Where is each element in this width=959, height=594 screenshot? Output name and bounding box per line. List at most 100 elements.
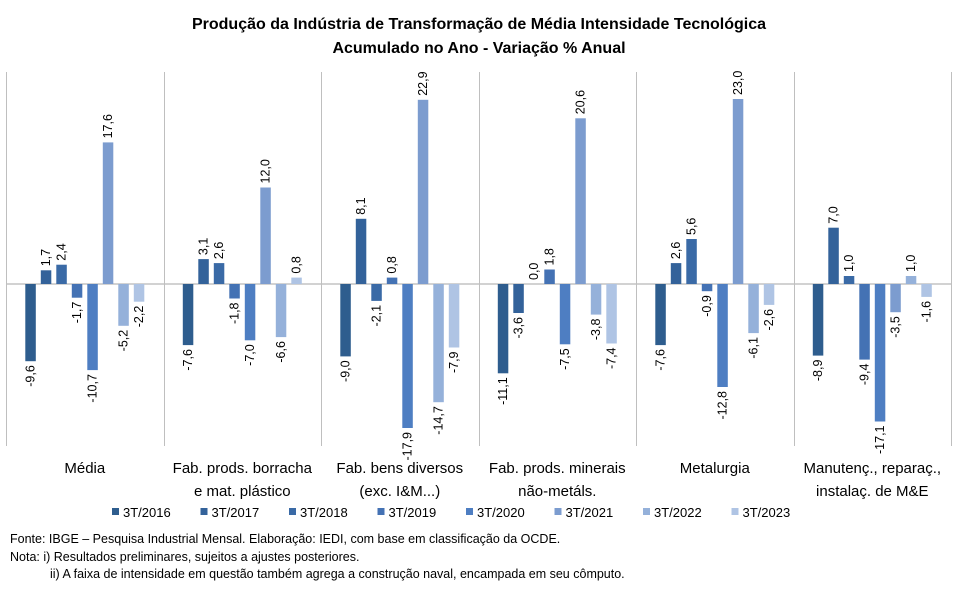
category-label: Manutenç., reparaç., [804, 460, 942, 477]
bar [921, 284, 932, 297]
data-label: 7,0 [827, 206, 841, 223]
bar [686, 239, 697, 284]
bar [25, 284, 36, 362]
data-label: 2,4 [55, 243, 69, 260]
note-naval: ii) A faixa de intensidade em questão ta… [50, 567, 625, 581]
data-label: 0,8 [385, 256, 399, 273]
bar [655, 284, 666, 346]
bar [497, 284, 509, 374]
data-label: 8,1 [354, 197, 368, 214]
chart: Produção da Indústria de Transformação d… [6, 16, 952, 520]
bar [71, 284, 83, 298]
category-labels: Média Fab. prods. borracha e mat. plástico… [64, 460, 941, 500]
data-label: 2,6 [212, 242, 226, 259]
legend: 3T/2016 3T/2017 3T/2018 3T/2019 3T/2020 3T/20… [112, 505, 790, 520]
data-label: -1,8 [228, 302, 242, 324]
category-label: e mat. plástico [194, 483, 291, 500]
bar [229, 284, 240, 299]
data-label: 1,8 [543, 248, 557, 265]
legend-label: 3T/2016 [123, 505, 171, 520]
data-label: -5,2 [117, 330, 131, 352]
legend-swatch [554, 508, 562, 515]
data-label: 5,6 [685, 218, 699, 235]
bar [670, 263, 682, 284]
category-label: Metalurgia [680, 460, 751, 477]
bar [701, 284, 713, 292]
data-label: 0,0 [527, 263, 541, 280]
bar [402, 284, 413, 428]
bar [213, 263, 225, 284]
data-label: -7,9 [447, 351, 461, 373]
bar [859, 284, 870, 360]
bar [355, 218, 367, 284]
legend-swatch [466, 508, 473, 515]
bar [40, 270, 52, 284]
data-label: -8,9 [811, 360, 825, 382]
data-label: -12,8 [716, 391, 730, 420]
data-label: -1,6 [920, 301, 934, 323]
data-label: -7,6 [181, 349, 195, 371]
bar [905, 276, 917, 284]
bar [102, 142, 114, 284]
data-label: 1,0 [904, 255, 918, 272]
plot-frame [6, 72, 952, 446]
data-label: -1,7 [70, 302, 84, 324]
legend-swatch [200, 508, 208, 515]
data-label: -0,9 [700, 295, 714, 317]
chart-title-line-2: Acumulado no Ano - Variação % Anual [332, 40, 625, 57]
data-label: -2,6 [762, 309, 776, 331]
data-label: -9,0 [339, 360, 353, 382]
bar [732, 99, 744, 284]
bar [275, 284, 287, 338]
legend-swatch [731, 508, 739, 515]
data-label: -7,5 [558, 348, 572, 370]
data-label: -3,5 [889, 316, 903, 338]
chart-title-line-1: Produção da Indústria de Transformação d… [192, 16, 766, 33]
bar [56, 264, 67, 284]
bar [417, 99, 429, 284]
bar [198, 259, 209, 284]
bar [606, 284, 617, 344]
bar [513, 284, 524, 313]
data-label: 23,0 [731, 71, 745, 95]
data-label: 0,8 [290, 256, 304, 273]
legend-label: 3T/2018 [300, 505, 348, 520]
bar [433, 284, 444, 403]
bar [133, 284, 145, 302]
bar [448, 284, 460, 348]
chart-title: Produção da Indústria de Transformação d… [192, 16, 766, 57]
category-label: (exc. I&M...) [359, 483, 440, 500]
bar [244, 284, 256, 341]
legend-label: 3T/2022 [654, 505, 702, 520]
note-preliminary: Nota: i) Resultados preliminares, sujeit… [10, 549, 360, 564]
data-label: -7,6 [654, 349, 668, 371]
bar [544, 269, 555, 284]
data-label: 17,6 [101, 114, 115, 138]
legend-swatch [377, 508, 385, 515]
data-label: 1,7 [39, 249, 53, 266]
bar [717, 284, 728, 387]
bar [182, 284, 194, 346]
data-label: -2,1 [370, 305, 384, 327]
legend-swatch [112, 508, 119, 515]
data-label: 22,9 [416, 71, 430, 95]
data-label: -2,2 [132, 306, 146, 328]
data-label: -3,6 [512, 317, 526, 339]
bar [118, 284, 129, 326]
data-label: -10,7 [86, 374, 100, 403]
bar [874, 284, 886, 422]
bar [386, 277, 398, 284]
source-note: Fonte: IBGE – Pesquisa Industrial Mensal… [10, 532, 561, 546]
bar [828, 227, 839, 284]
bar [748, 284, 759, 334]
category-label: instalaç. de M&E [816, 483, 929, 500]
bars [25, 99, 932, 428]
legend-label: 3T/2021 [566, 505, 614, 520]
data-label: -7,0 [243, 344, 257, 366]
bar [843, 276, 855, 284]
data-label: 1,0 [842, 255, 856, 272]
bar [87, 284, 98, 371]
footnotes: Fonte: IBGE – Pesquisa Industrial Mensal… [10, 531, 625, 584]
bar [575, 118, 586, 284]
category-label: não-metáls. [518, 483, 596, 500]
